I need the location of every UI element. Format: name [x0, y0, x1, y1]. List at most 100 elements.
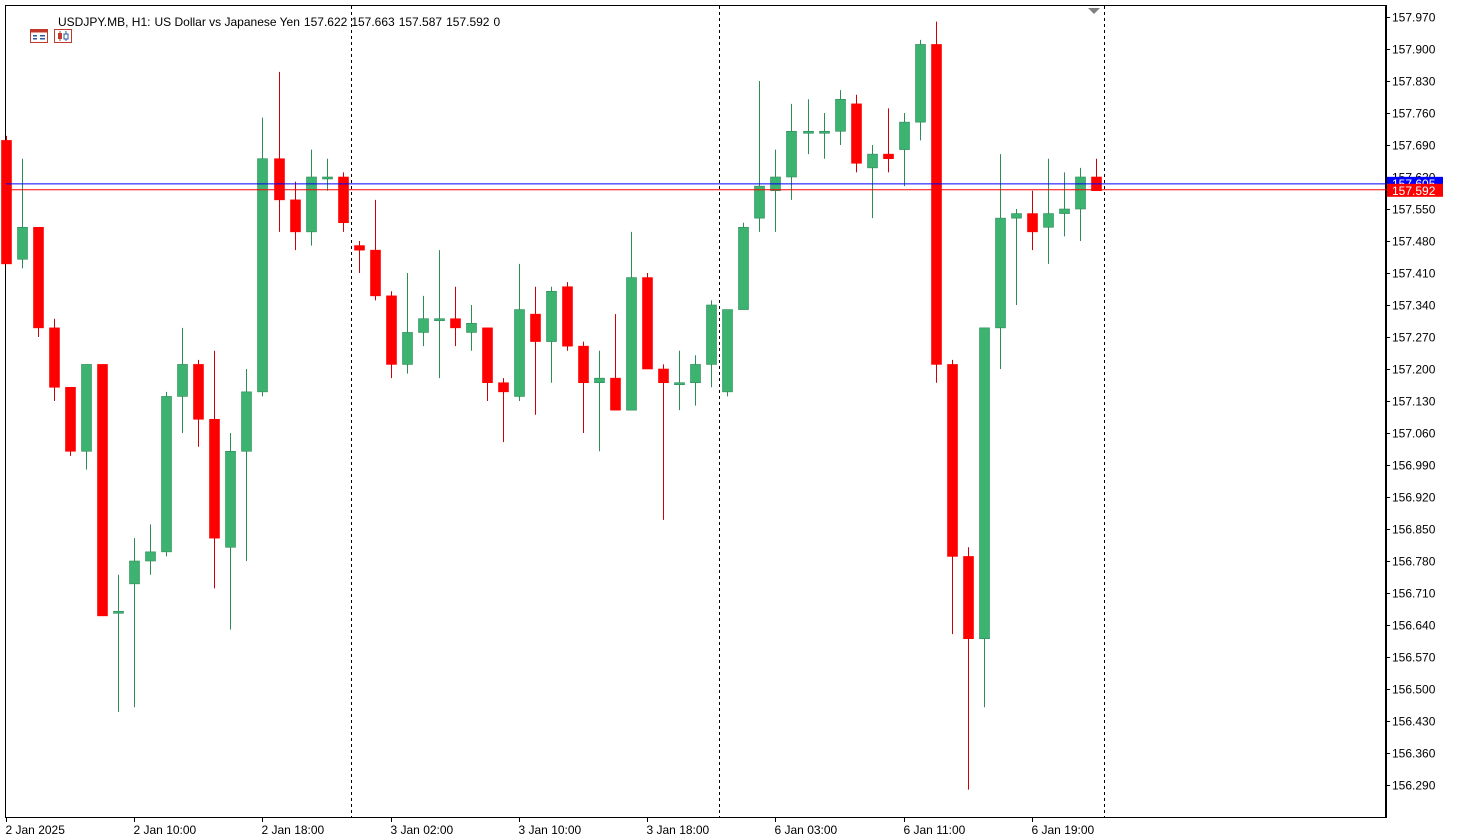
candle [161, 391, 172, 557]
candle [642, 273, 653, 370]
symbol-description: US Dollar vs Japanese Yen [154, 15, 300, 29]
price-tick-label: 157.690 [1392, 139, 1436, 153]
candle [418, 295, 429, 347]
candle [562, 282, 573, 351]
price-tick-label: 157.830 [1392, 75, 1436, 89]
time-tick-label: 2 Jan 18:00 [262, 823, 325, 837]
candle-body [594, 377, 605, 384]
candle-body [610, 377, 621, 411]
price-tick-label: 157.760 [1392, 107, 1436, 121]
candle [594, 350, 605, 452]
candle-body [690, 364, 701, 384]
candle-body [65, 386, 76, 452]
candlestick-icon[interactable] [34, 15, 73, 43]
open-value: 157.622 [303, 15, 348, 29]
candle-body [177, 364, 188, 397]
candle-body [97, 364, 108, 617]
candle-body [225, 450, 236, 548]
candle-body [963, 556, 974, 640]
candle [706, 300, 717, 388]
candle [578, 341, 589, 433]
candle [674, 350, 685, 411]
candle-body [466, 322, 477, 333]
price-tick-label: 157.060 [1392, 427, 1436, 441]
candle-body [1043, 213, 1054, 228]
candle-body [642, 277, 653, 370]
candle-body [931, 44, 942, 365]
price-tick-label: 157.200 [1392, 363, 1436, 377]
candle [1011, 209, 1022, 305]
candle [241, 369, 252, 561]
price-tick-label: 156.780 [1392, 555, 1436, 569]
candle [1091, 158, 1102, 192]
candle-body [386, 295, 397, 365]
price-tick-label: 156.920 [1392, 491, 1436, 505]
candle-body [498, 382, 509, 393]
candle-body [145, 551, 156, 562]
chart-window-icon[interactable] [10, 15, 49, 43]
candle-body [786, 130, 797, 178]
candle [306, 149, 317, 246]
candle [129, 538, 140, 708]
price-tick-label: 157.130 [1392, 395, 1436, 409]
candle-body [113, 610, 124, 614]
time-tick-label: 3 Jan 02:00 [391, 823, 454, 837]
candle-body [819, 130, 830, 134]
candle [690, 355, 701, 406]
close-value: 157.592 [446, 15, 490, 29]
candle-body [947, 364, 958, 557]
candle [402, 273, 413, 374]
candle [883, 108, 894, 173]
candle [354, 241, 365, 273]
candle-body [979, 327, 990, 640]
time-tick-label: 3 Jan 18:00 [647, 823, 710, 837]
price-axis[interactable]: 157.970157.900157.830157.760157.690157.6… [1386, 11, 1443, 793]
candle-body [274, 158, 285, 201]
chart-shift-marker-icon[interactable] [1088, 8, 1100, 14]
candle [113, 574, 124, 712]
high-value: 157.663 [351, 15, 395, 29]
candle-body [322, 176, 333, 180]
candle [610, 314, 621, 411]
price-tick-label: 157.270 [1392, 331, 1436, 345]
candle-body [851, 103, 862, 164]
candle-body [257, 158, 268, 393]
candle [177, 327, 188, 433]
candle-body [514, 309, 525, 397]
candle [754, 81, 765, 232]
candle-body [306, 176, 317, 233]
candle-body [883, 153, 894, 160]
candle [17, 158, 28, 269]
candle [1, 135, 12, 265]
candle-body [899, 121, 910, 150]
price-tick-label: 157.900 [1392, 43, 1436, 57]
candle [1027, 190, 1038, 251]
price-tick-label: 157.550 [1392, 203, 1436, 217]
candle [338, 172, 349, 232]
candle [322, 158, 333, 191]
time-tick-label: 6 Jan 03:00 [775, 823, 838, 837]
price-tick-label: 157.340 [1392, 299, 1436, 313]
candle-body [354, 245, 365, 251]
price-tick-label: 156.990 [1392, 459, 1436, 473]
candle [1075, 167, 1086, 241]
candle-body [706, 304, 717, 365]
price-tick-label: 157.970 [1392, 11, 1436, 25]
candle-body [754, 185, 765, 219]
candle-body [81, 364, 92, 452]
candle-body [722, 309, 733, 393]
candle-body [1011, 213, 1022, 219]
price-tick-label: 156.290 [1392, 779, 1436, 793]
candle [498, 378, 509, 443]
candle [257, 117, 268, 397]
candle [786, 103, 797, 200]
candle [915, 39, 926, 141]
time-axis[interactable]: 2 Jan 2025 2 Jan 10:00 2 Jan 18:00 3 Jan 02… [6, 818, 1095, 837]
price-tick-label: 157.410 [1392, 267, 1436, 281]
time-tick-label: 2 Jan 2025 [6, 823, 66, 837]
candle [193, 359, 204, 447]
candle [546, 286, 557, 383]
candle-body [370, 249, 381, 297]
